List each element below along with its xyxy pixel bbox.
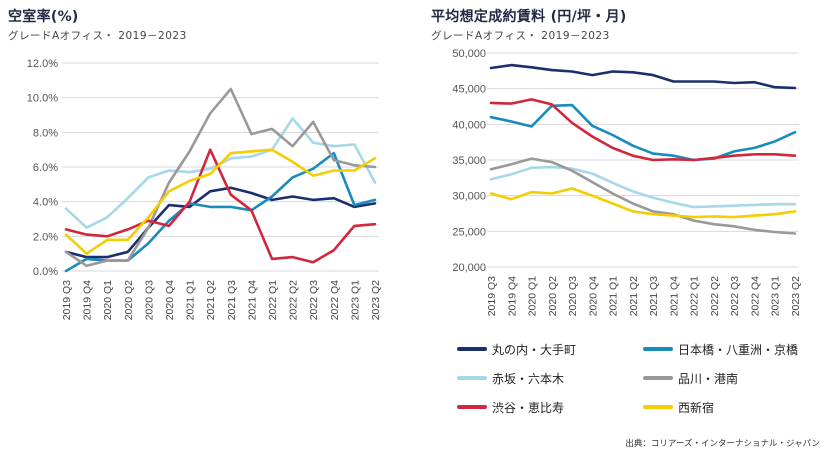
vacancy-ytick-label: 4.0%: [33, 197, 58, 209]
rent-series-line-2: [489, 165, 797, 209]
rent-ytick-label: 40,000: [452, 119, 486, 131]
vacancy-xtick-label: 2020 Q3: [143, 280, 155, 320]
legend-label-1: 日本橋・八重洲・京橋: [678, 343, 798, 357]
rent-xtick-label: 2021 Q2: [628, 276, 640, 316]
rent-ytick-label: 30,000: [452, 191, 486, 203]
vacancy-xtick-label: 2020 Q1: [102, 280, 114, 320]
legend-label-4: 渋谷・恵比寿: [492, 401, 564, 415]
rent-ytick-label: 20,000: [452, 262, 486, 274]
vacancy-series-line-3: [64, 87, 377, 268]
rent-ytick-label: 35,000: [452, 155, 486, 167]
rent-xtick-label: 2019 Q4: [506, 276, 518, 316]
rent-ytick-label: 25,000: [452, 226, 486, 238]
vacancy-xtick-label: 2019 Q3: [61, 280, 73, 320]
vacancy-xtick-label: 2019 Q4: [82, 280, 94, 320]
vacancy-xtick-label: 2021 Q4: [246, 280, 258, 320]
vacancy-ytick-label: 12.0%: [27, 58, 58, 70]
legend-label-2: 赤坂・六本木: [492, 372, 564, 386]
rent-chart-title: 平均想定成約賃料 (円/坪・月): [431, 9, 627, 25]
rent-ytick-label: 50,000: [452, 48, 486, 60]
rent-xtick-label: 2021 Q1: [608, 276, 620, 316]
legend-label-5: 西新宿: [678, 400, 714, 415]
vacancy-xtick-label: 2022 Q4: [329, 280, 341, 320]
vacancy-xtick-label: 2022 Q2: [288, 280, 300, 320]
vacancy-ytick-label: 10.0%: [27, 93, 58, 105]
rent-series-line-3: [489, 157, 797, 235]
vacancy-ytick-label: 6.0%: [33, 162, 58, 174]
vacancy-xtick-label: 2022 Q1: [267, 280, 279, 320]
rent-series-line-5: [489, 187, 797, 219]
vacancy-series-line-0: [64, 186, 377, 259]
rent-xtick-label: 2021 Q3: [648, 276, 660, 316]
vacancy-xtick-label: 2021 Q1: [185, 280, 197, 320]
vacancy-xtick-label: 2023 Q2: [370, 280, 382, 320]
vacancy-xtick-label: 2020 Q2: [123, 280, 135, 320]
vacancy-chart-title: 空室率(%): [8, 9, 79, 25]
rent-xtick-label: 2020 Q1: [527, 276, 539, 316]
rent-series-line-4: [489, 98, 797, 162]
vacancy-series-line-4: [64, 148, 377, 264]
rent-xtick-label: 2022 Q4: [749, 276, 761, 316]
vacancy-xtick-label: 2020 Q4: [164, 280, 176, 320]
rent-xtick-label: 2021 Q4: [668, 276, 680, 316]
vacancy-xtick-label: 2021 Q3: [226, 280, 238, 320]
rent-xtick-label: 2023 Q1: [770, 276, 782, 316]
legend-label-3: 品川・港南: [678, 371, 738, 386]
rent-xtick-label: 2022 Q1: [689, 276, 701, 316]
rent-xtick-label: 2022 Q3: [729, 276, 741, 316]
vacancy-xtick-label: 2023 Q1: [349, 280, 361, 320]
vacancy-series-line-5: [64, 148, 377, 255]
rent-xtick-label: 2020 Q2: [547, 276, 559, 316]
source-note: 出典：コリアーズ・インターナショナル・ジャパン: [625, 439, 820, 449]
rent-series-line-1: [489, 103, 797, 162]
rent-ytick-label: 45,000: [452, 84, 486, 96]
vacancy-ytick-label: 8.0%: [33, 127, 58, 139]
rent-xtick-label: 2020 Q4: [587, 276, 599, 316]
vacancy-ytick-label: 0.0%: [33, 266, 58, 278]
rent-chart-subtitle: グレードAオフィス・ 2019－2023: [431, 30, 610, 42]
rent-series-line-0: [489, 63, 797, 90]
vacancy-xtick-label: 2021 Q2: [205, 280, 217, 320]
vacancy-xtick-label: 2022 Q3: [308, 280, 320, 320]
legend-label-0: 丸の内・大手町: [492, 343, 576, 357]
rent-xtick-label: 2023 Q2: [790, 276, 802, 316]
vacancy-ytick-label: 2.0%: [33, 231, 58, 243]
vacancy-chart-subtitle: グレードAオフィス・ 2019－2023: [8, 30, 187, 42]
rent-xtick-label: 2020 Q3: [567, 276, 579, 316]
rent-xtick-label: 2019 Q3: [486, 276, 498, 316]
rent-xtick-label: 2022 Q2: [709, 276, 721, 316]
